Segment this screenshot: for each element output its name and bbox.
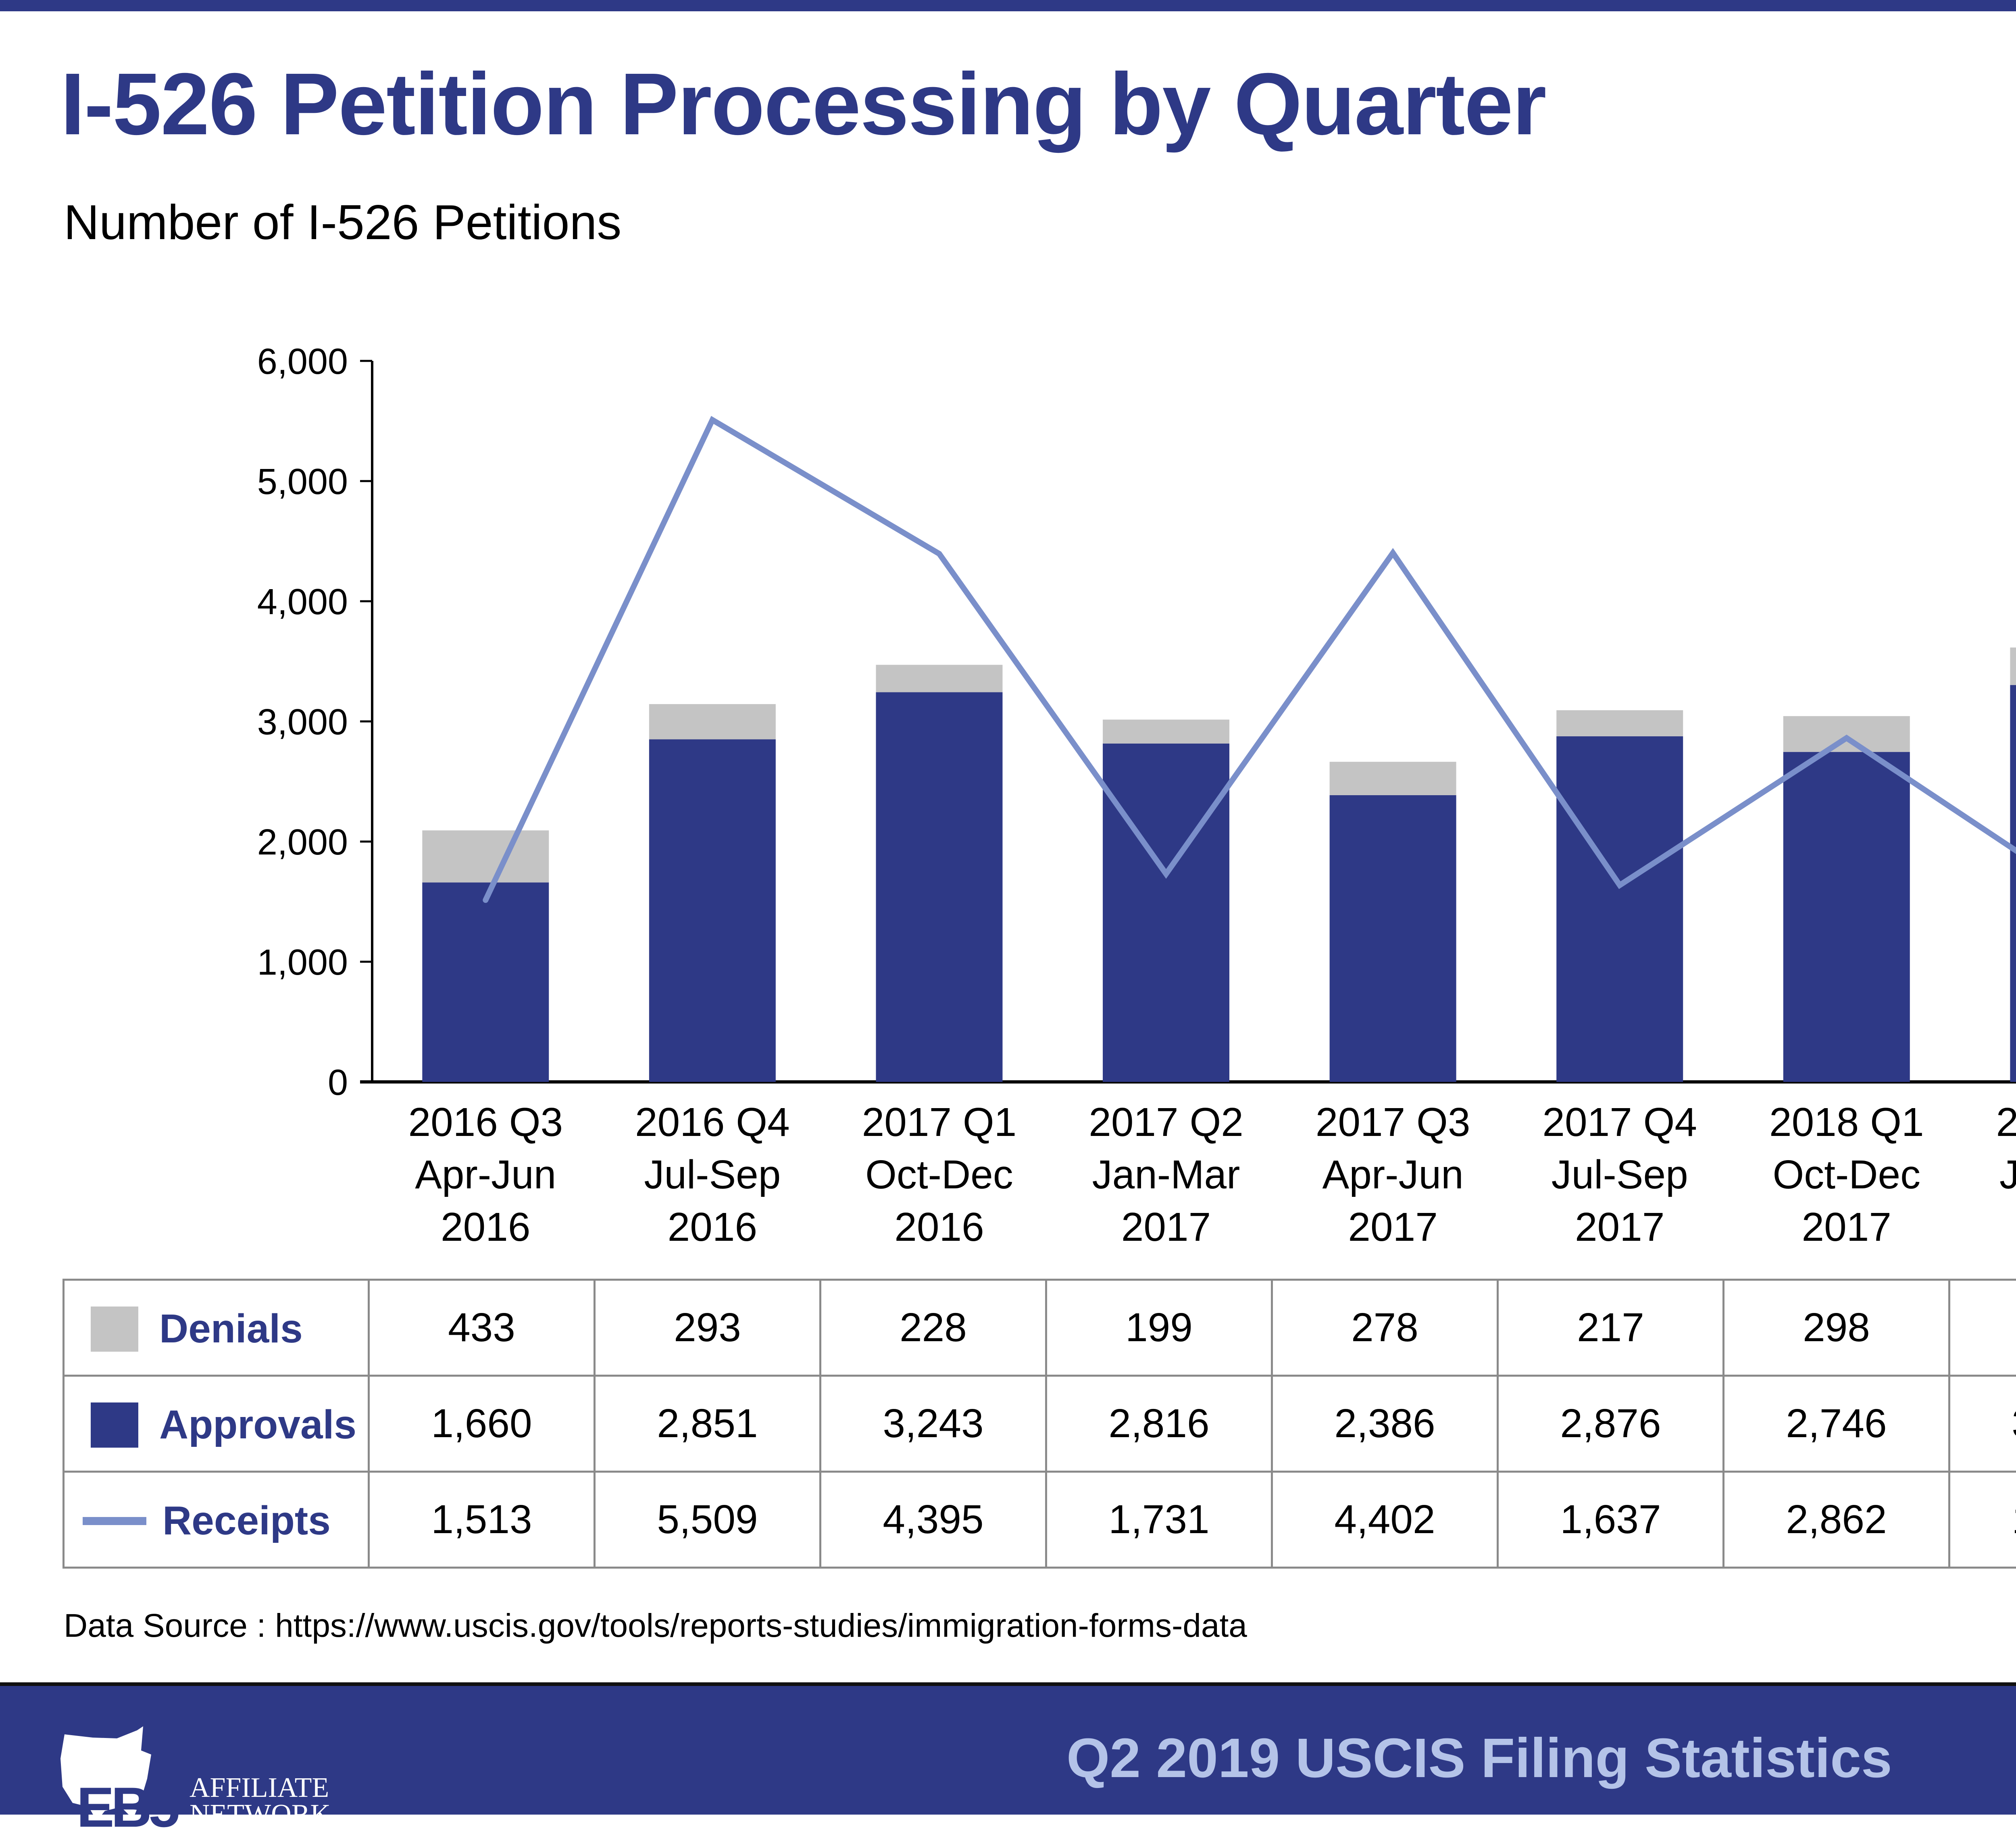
table-cell: 298	[1724, 1280, 1949, 1376]
legend-label: Receipts	[162, 1498, 331, 1544]
table-cell: 312	[1949, 1280, 2016, 1376]
table-cell: 1,660	[369, 1376, 595, 1472]
logo-affiliate-text: AFFILIATE	[190, 1775, 331, 1801]
x-tick-label: Apr-Jun	[1322, 1152, 1464, 1197]
x-tick-label: Apr-Jun	[415, 1152, 556, 1197]
x-tick-label: 2017 Q3	[1316, 1100, 1470, 1145]
legend-swatch-receipts-icon	[83, 1517, 146, 1525]
bar-approvals	[876, 692, 1002, 1082]
y-tick-label: 4,000	[257, 582, 348, 622]
bar-approvals	[422, 882, 549, 1082]
table-cell: 1,513	[369, 1472, 595, 1568]
y-tick-label: 3,000	[257, 702, 348, 742]
table-cell: 5,509	[595, 1472, 821, 1568]
x-tick-label: 2017	[1348, 1204, 1437, 1250]
table-row-denials: Denials433293228199278217298312412529398…	[64, 1280, 2016, 1376]
x-tick-label: Jul-Sep	[1552, 1152, 1688, 1197]
x-tick-label: 2018 Q1	[1769, 1100, 1924, 1145]
x-tick-label: Oct-Dec	[1772, 1152, 1920, 1197]
data-table: Denials433293228199278217298312412529398…	[62, 1279, 2016, 1569]
x-tick-label: 2017 Q4	[1542, 1100, 1697, 1145]
bar-denials	[876, 665, 1002, 692]
bar-denials	[649, 704, 776, 739]
table-cell: 3,303	[1949, 1376, 2016, 1472]
x-tick-label: 2017	[1121, 1204, 1211, 1250]
table-cell: 1,637	[1498, 1472, 1724, 1568]
bar-denials	[1783, 716, 1910, 752]
x-tick-label: 2017 Q1	[862, 1100, 1017, 1145]
data-source: Data Source : https://www.uscis.gov/tool…	[64, 1607, 1247, 1645]
table-cell: 2,386	[1272, 1376, 1498, 1472]
logo-eb5-text: EB5	[77, 1775, 177, 1840]
table-cell: 433	[369, 1280, 595, 1376]
logo-network-text: NETWORK	[190, 1801, 331, 1828]
x-tick-label: 2016 Q3	[408, 1100, 563, 1145]
table-cell: 4,395	[821, 1472, 1046, 1568]
y-tick-label: 0	[328, 1063, 348, 1103]
table-cell: 1,607	[1949, 1472, 2016, 1568]
x-tick-label: 2016	[441, 1204, 530, 1250]
legend-label: Approvals	[159, 1402, 356, 1448]
table-cell: 4,402	[1272, 1472, 1498, 1568]
x-tick-label: 2016	[894, 1204, 984, 1250]
footer-bar: EB5 AFFILIATE NETWORK Q2 2019 USCIS Fili…	[0, 1682, 2016, 1815]
footer-title: Q2 2019 USCIS Filing Statistics	[1066, 1726, 1892, 1790]
y-tick-label: 1,000	[257, 942, 348, 983]
table-cell: 278	[1272, 1280, 1498, 1376]
legend-swatch-approvals-icon	[91, 1402, 138, 1448]
x-tick-label: 2017	[1802, 1204, 1891, 1250]
x-tick-label: 2016	[668, 1204, 757, 1250]
x-tick-label: Jul-Sep	[644, 1152, 781, 1197]
bar-approvals	[2010, 685, 2016, 1082]
table-cell: 2,746	[1724, 1376, 1949, 1472]
legend-label: Denials	[159, 1307, 303, 1352]
y-tick-label: 5,000	[257, 462, 348, 502]
bar-denials	[422, 830, 549, 882]
legend-label-cell: Approvals	[64, 1376, 369, 1472]
table-cell: 217	[1498, 1280, 1724, 1376]
legend-swatch-denials-icon	[91, 1307, 138, 1352]
y-tick-label: 6,000	[257, 342, 348, 382]
legend-label-cell: Denials	[64, 1280, 369, 1376]
x-tick-label: 2017 Q2	[1089, 1100, 1243, 1145]
table-cell: 1,731	[1046, 1472, 1272, 1568]
x-tick-label: Jan-Mar	[1092, 1152, 1240, 1197]
bar-approvals	[1783, 752, 1910, 1082]
bar-approvals	[1556, 736, 1683, 1082]
table-cell: 2,862	[1724, 1472, 1949, 1568]
y-tick-label: 2,000	[257, 822, 348, 863]
bar-approvals	[649, 739, 776, 1082]
x-tick-label: Oct-Dec	[865, 1152, 1013, 1197]
x-tick-label: 2017	[1575, 1204, 1664, 1250]
bar-denials	[1330, 762, 1456, 795]
table-cell: 2,816	[1046, 1376, 1272, 1472]
bar-denials	[1103, 720, 1229, 744]
eb5-logo: EB5 AFFILIATE NETWORK	[56, 1726, 355, 1823]
bar-denials	[1556, 710, 1683, 736]
bar-denials	[2010, 648, 2016, 685]
x-tick-label: 2018 Q2	[1996, 1100, 2016, 1145]
bar-approvals	[1103, 744, 1229, 1082]
table-cell: 2,876	[1498, 1376, 1724, 1472]
stacked-bar-line-chart: 0 1,000 2,000 3,000 4,000 5,000 6,000 2016 Q3 Ap…	[0, 0, 2016, 1270]
table-cell: 3,243	[821, 1376, 1046, 1472]
table-cell: 2,851	[595, 1376, 821, 1472]
x-tick-label: 2016 Q4	[635, 1100, 790, 1145]
table-cell: 293	[595, 1280, 821, 1376]
table-cell: 199	[1046, 1280, 1272, 1376]
table-cell: 228	[821, 1280, 1046, 1376]
legend-label-cell: Receipts	[64, 1472, 369, 1568]
bar-approvals	[1330, 795, 1456, 1082]
x-tick-label: Jan-Mar	[1999, 1152, 2016, 1197]
